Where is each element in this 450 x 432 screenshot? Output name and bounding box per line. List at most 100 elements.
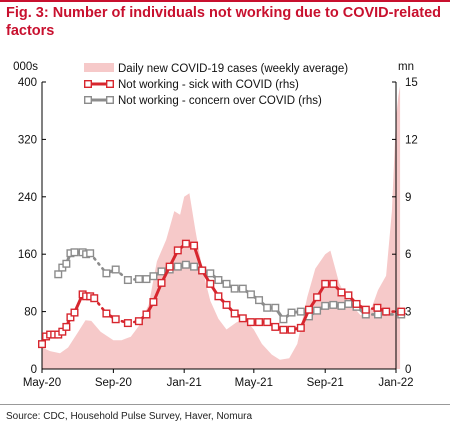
sick-series-point — [198, 266, 207, 275]
concern-series-point — [157, 267, 166, 276]
right-tick-label: 6 — [405, 249, 411, 261]
sick-series-point — [102, 309, 111, 318]
concern-series-point — [238, 284, 247, 293]
sick-series-point — [352, 299, 361, 308]
left-tick-label: 400 — [18, 77, 37, 89]
x-tick-label: May-21 — [235, 377, 273, 389]
sick-series-point — [58, 327, 67, 336]
sick-series-point — [190, 241, 199, 250]
concern-series-point — [181, 260, 190, 269]
concern-series-point — [111, 265, 120, 274]
concern-series-point — [142, 275, 151, 284]
left-tick-label: 240 — [18, 192, 37, 204]
concern-series-point — [70, 248, 79, 257]
x-tick-label: May-20 — [23, 377, 61, 389]
sick-series-point — [70, 308, 79, 317]
concern-series-point — [173, 262, 182, 271]
top-accent-rule — [0, 0, 450, 2]
sick-series-point — [238, 314, 247, 323]
sick-series-point — [157, 278, 166, 287]
sick-series-point — [255, 318, 264, 327]
concern-series-point — [374, 310, 383, 319]
cases-area-layer — [42, 85, 401, 369]
legend-cases-swatch — [84, 63, 114, 72]
sick-series-point — [296, 323, 305, 332]
sick-series-point — [321, 279, 330, 288]
sick-series-point — [271, 322, 280, 331]
concern-series-point — [149, 272, 158, 281]
sick-series-point — [165, 262, 174, 271]
chart-title: Fig. 3: Number of individuals not workin… — [6, 5, 442, 39]
sick-series-point — [263, 318, 272, 327]
concern-series-point — [123, 276, 132, 285]
concern-series-point — [206, 269, 215, 278]
left-tick-label: 0 — [31, 364, 37, 376]
concern-series-point — [313, 306, 322, 315]
concern-series-point — [54, 270, 63, 279]
sick-series-point — [329, 279, 338, 288]
x-tick-label: Sep-21 — [307, 377, 344, 389]
sick-series-point — [222, 300, 231, 309]
sick-series-point — [214, 292, 223, 301]
legend-concern-swatch-marker — [105, 95, 114, 104]
legend: Daily new COVID-19 cases (weekly average… — [83, 63, 348, 107]
concern-series-point — [86, 249, 95, 258]
sick-series-point — [246, 318, 255, 327]
sick-series-point — [66, 313, 75, 322]
sick-series-point — [344, 291, 353, 300]
legend-cases-label: Daily new COVID-19 cases (weekly average… — [118, 63, 348, 75]
sick-series-point — [397, 307, 406, 316]
concern-series-point — [134, 275, 143, 284]
sick-series-point — [149, 298, 158, 307]
cases-area — [42, 85, 401, 369]
sick-series-point — [111, 315, 120, 324]
concern-series-point — [329, 300, 338, 309]
legend-sick-swatch-marker — [83, 79, 92, 88]
sick-series-point — [62, 322, 71, 331]
sick-series-point — [304, 305, 313, 314]
sick-series-point — [313, 293, 322, 302]
left-tick-label: 320 — [18, 134, 37, 146]
sick-series-point — [373, 303, 382, 312]
concern-series-point — [230, 284, 239, 293]
sick-series-point — [123, 319, 132, 328]
concern-series-point — [279, 315, 288, 324]
right-tick-label: 0 — [405, 364, 411, 376]
legend-sick-swatch-marker — [105, 79, 114, 88]
concern-series-point — [62, 259, 71, 268]
concern-series-point — [263, 303, 272, 312]
concern-series-point — [255, 296, 264, 305]
right-tick-label: 9 — [405, 192, 411, 204]
lines-layer — [38, 239, 406, 349]
right-tick-label: 3 — [405, 307, 411, 319]
left-tick-label: 160 — [18, 249, 37, 261]
sick-series-point — [361, 305, 370, 314]
chart: 000s mn 0 80 160 240 320 400 0 3 6 9 12 15 May-20 Sep-2… — [13, 61, 418, 389]
sick-series-point — [287, 325, 296, 334]
source-rule — [0, 404, 450, 405]
concern-series-point — [222, 279, 231, 288]
axes-layer: 000s mn 0 80 160 240 320 400 0 3 6 9 12 15 May-20 Sep-2… — [13, 61, 418, 389]
left-axis-unit: 000s — [13, 61, 38, 73]
concern-series-point — [296, 307, 305, 316]
concern-series-point — [102, 269, 111, 278]
legend-concern-swatch-marker — [83, 95, 92, 104]
x-tick-label: Jan-21 — [167, 377, 202, 389]
source-note: Source: CDC, Household Pulse Survey, Hav… — [6, 411, 253, 422]
concern-series-point — [321, 301, 330, 310]
sick-series-point — [38, 340, 47, 349]
right-tick-label: 12 — [405, 134, 418, 146]
x-tick-label: Jan-22 — [378, 377, 413, 389]
concern-series-point — [271, 303, 280, 312]
concern-series-point — [190, 262, 199, 271]
sick-series-point — [181, 239, 190, 248]
sick-series-point — [90, 294, 99, 303]
concern-series-point — [344, 299, 353, 308]
legend-concern-label: Not working - concern over COVID (rhs) — [118, 95, 322, 107]
concern-series-point — [214, 276, 223, 285]
right-tick-label: 15 — [405, 77, 418, 89]
left-tick-label: 80 — [24, 307, 37, 319]
sick-series-point — [279, 325, 288, 334]
sick-series-point — [134, 317, 143, 326]
sick-series-point — [230, 309, 239, 318]
